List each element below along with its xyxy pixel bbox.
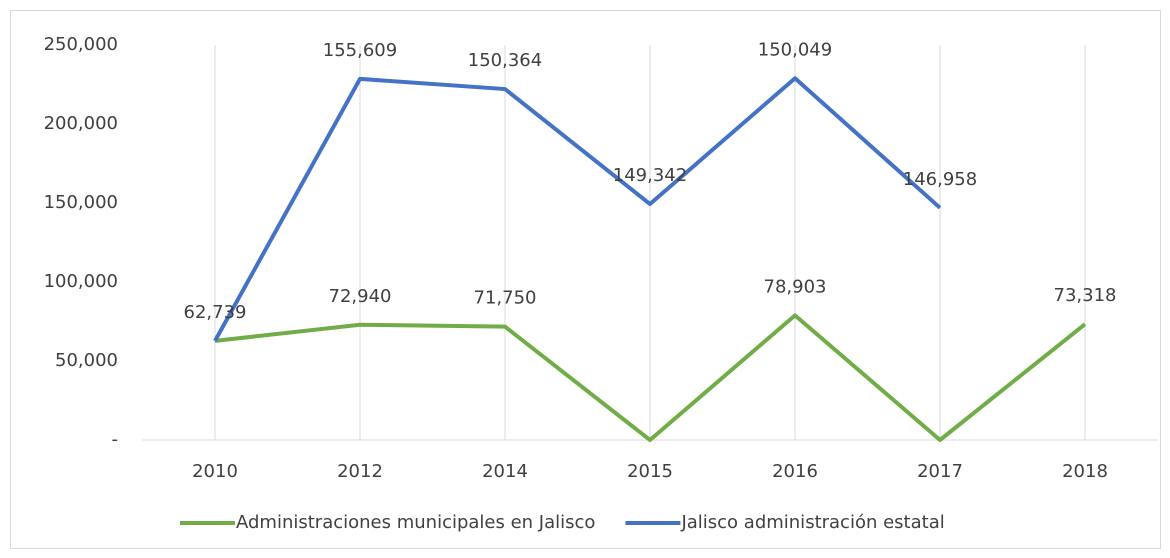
data-label: 150,364	[468, 50, 542, 71]
x-tick-label: 2012	[337, 461, 383, 482]
y-tick-label: 250,000	[44, 34, 118, 55]
data-label: 62,739	[184, 302, 247, 323]
x-tick-label: 2014	[482, 461, 528, 482]
x-tick-label: 2016	[772, 461, 818, 482]
data-label: 149,342	[613, 165, 687, 186]
data-label: 155,609	[323, 40, 397, 61]
legend-label: Administraciones municipales en Jalisco	[236, 512, 595, 533]
x-tick-label: 2017	[917, 461, 963, 482]
series-line	[213, 76, 942, 342]
x-tick-label: 2010	[192, 461, 238, 482]
y-tick-label: -	[112, 429, 119, 450]
y-tick-label: 150,000	[44, 192, 118, 213]
legend-label: Jalisco administración estatal	[680, 512, 944, 533]
series-line	[214, 313, 1087, 442]
chart-frame	[10, 10, 1161, 549]
x-tick-label: 2018	[1062, 461, 1108, 482]
x-tick-label: 2015	[627, 461, 673, 482]
data-label: 73,318	[1054, 285, 1117, 306]
data-label: 71,750	[474, 288, 537, 309]
data-label: 78,903	[764, 276, 827, 297]
data-label: 72,940	[329, 286, 392, 307]
data-label: 146,958	[903, 169, 977, 190]
y-tick-label: 200,000	[44, 113, 118, 134]
y-tick-label: 50,000	[55, 350, 118, 371]
data-label: 150,049	[758, 39, 832, 60]
y-tick-label: 100,000	[44, 271, 118, 292]
